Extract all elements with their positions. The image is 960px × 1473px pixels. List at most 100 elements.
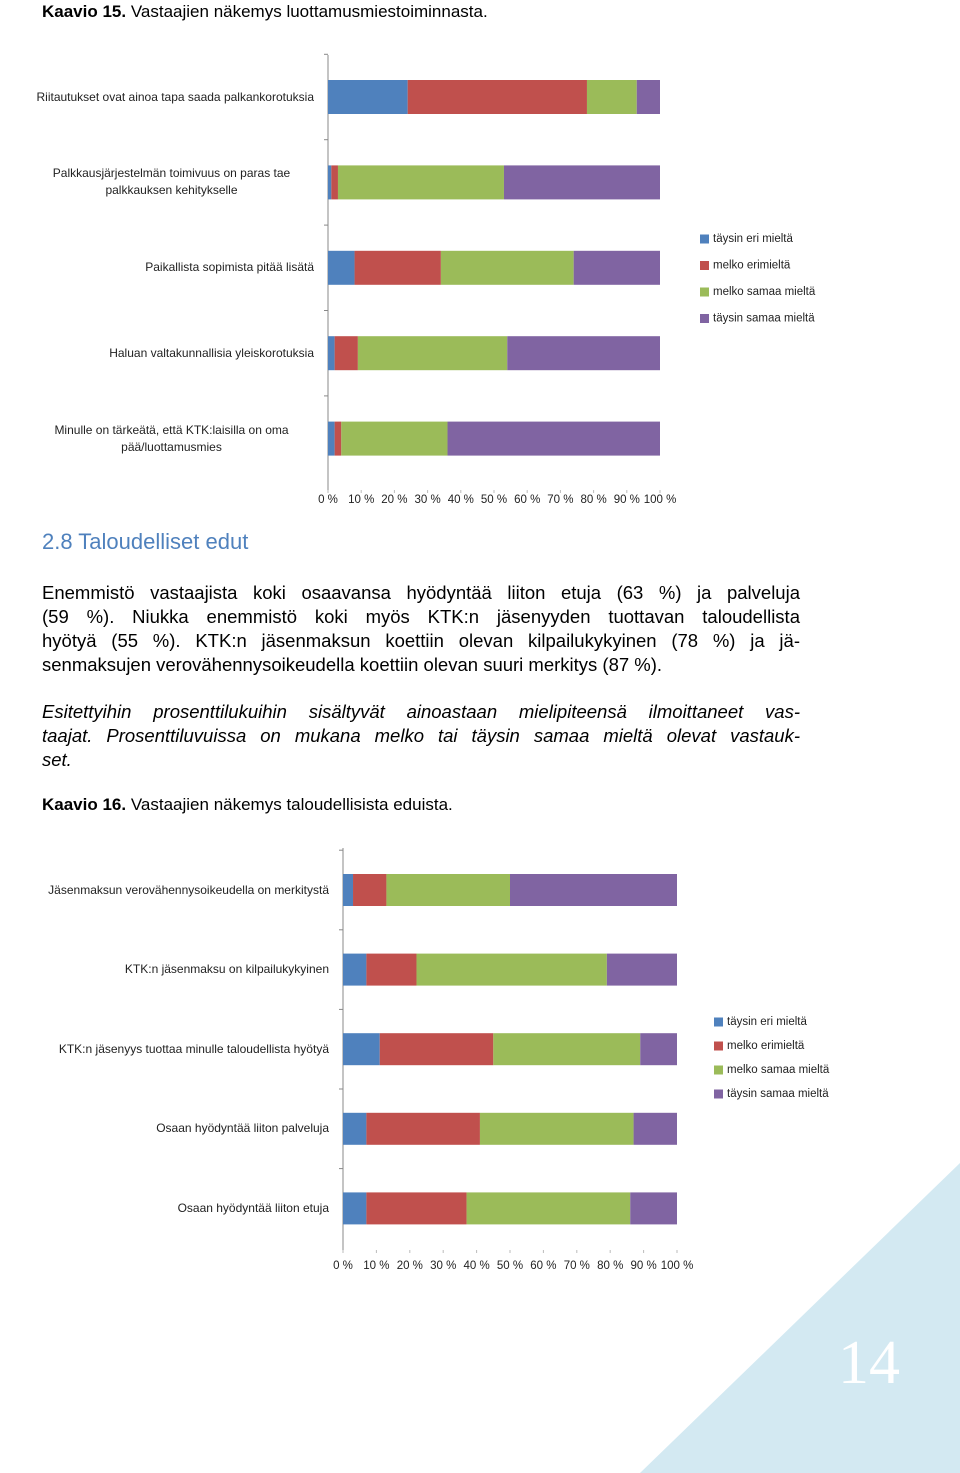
category-label: Palkkausjärjestelmän toimivuus on paras … xyxy=(52,166,291,198)
bar-segment xyxy=(407,80,587,114)
x-tick-label: 20 % xyxy=(381,494,407,506)
caption: Kaavio 15. Vastaajien näkemys luottamusm… xyxy=(42,1,488,23)
x-tick-label: 50 % xyxy=(481,494,507,506)
paragraph: Enemmistö vastaajista koki osaavansa hyö… xyxy=(42,581,800,677)
bar-segment xyxy=(343,1033,380,1066)
text-line: taajat. Prosenttiluvuissa on mukana melk… xyxy=(42,725,800,746)
category-label-text: Haluan valtakunnallisia yleiskorotuksia xyxy=(109,345,314,360)
bar-segment xyxy=(379,1033,494,1066)
x-tick-label: 20 % xyxy=(397,1260,423,1272)
caption-label: Kaavio 15. xyxy=(42,2,127,21)
text-line: Enemmistö vastaajista koki osaavansa hyö… xyxy=(42,582,800,603)
bar-segment xyxy=(640,1033,677,1066)
x-tick-label: 70 % xyxy=(547,494,573,506)
x-tick-label: 60 % xyxy=(514,494,540,506)
bar-segment xyxy=(606,953,677,986)
bar-segment xyxy=(630,1192,677,1225)
bar-segment xyxy=(440,250,574,285)
bar-segment xyxy=(353,874,387,906)
legend-swatch xyxy=(700,261,709,270)
x-tick-label: 10 % xyxy=(363,1260,389,1272)
x-tick-label: 80 % xyxy=(597,1260,623,1272)
caption: Kaavio 16. Vastaajien näkemys taloudelli… xyxy=(42,794,453,816)
section-heading: 2.8 Taloudelliset edut xyxy=(42,529,249,554)
category-label: Jäsenmaksun verovähennysoikeudella on me… xyxy=(48,882,329,897)
legend-swatch xyxy=(700,234,709,244)
legend-label: melko samaa mieltä xyxy=(713,286,816,298)
category-label: Osaan hyödyntää liiton etuja xyxy=(178,1201,329,1215)
bar-segment xyxy=(357,336,508,371)
corner-decoration xyxy=(640,1163,960,1473)
x-tick-label: 40 % xyxy=(463,1260,489,1272)
x-tick-label: 0 % xyxy=(333,1260,353,1272)
x-tick-label: 60 % xyxy=(530,1260,556,1272)
legend-label: täysin eri mieltä xyxy=(727,1016,807,1028)
bar-segment xyxy=(354,250,441,285)
bar-segment xyxy=(573,250,660,285)
text-line: Esitettyihin prosenttilukuihin sisältyvä… xyxy=(42,701,800,722)
legend-swatch xyxy=(714,1065,723,1075)
x-tick-label: 100 % xyxy=(661,1260,694,1272)
bar-segment xyxy=(507,336,660,371)
text-line: senmaksujen verovähennysoikeudella koett… xyxy=(42,654,663,675)
legend-swatch xyxy=(714,1089,723,1099)
legend-swatch xyxy=(714,1017,723,1027)
caption-label: Kaavio 16. xyxy=(42,795,127,814)
category-label: Haluan valtakunnallisia yleiskorotuksia xyxy=(109,345,314,360)
bar-segment xyxy=(334,336,358,371)
text-line: (59 %). Niukka enemmistö koki myös KTK:n… xyxy=(42,606,800,627)
bar-segment xyxy=(343,874,354,906)
bar-segment xyxy=(366,1192,467,1225)
bar-segment xyxy=(586,80,637,114)
legend-swatch xyxy=(700,314,709,323)
bar-segment xyxy=(334,421,342,456)
bar-segment xyxy=(447,421,660,456)
category-label: KTK:n jäsenmaksu on kilpailukykyinen xyxy=(125,962,329,976)
bar-segment xyxy=(328,250,355,285)
bar-segment xyxy=(366,953,417,986)
bar-segment xyxy=(493,1033,641,1066)
category-label-text: KTK:n jäsenyys tuottaa minulle taloudell… xyxy=(58,1041,329,1056)
x-tick-label: 90 % xyxy=(630,1260,656,1272)
chart: 0 % 10 % 20 % 30 % 40 % 50 % 60 % 70 % 80 % 90 % 1… xyxy=(48,848,830,1272)
category-label-text: Riitautukset ovat ainoa tapa saada palka… xyxy=(36,89,314,104)
legend-label: melko samaa mieltä xyxy=(727,1064,830,1076)
bar-segment xyxy=(341,421,448,456)
bar-segment xyxy=(466,1192,631,1225)
category-label-text: Jäsenmaksun verovähennysoikeudella on me… xyxy=(48,882,329,897)
bar-segment xyxy=(366,1112,480,1145)
legend-swatch xyxy=(714,1041,723,1051)
category-label: Paikallista sopimista pitää lisätä xyxy=(145,260,314,274)
category-label-text: Palkkausjärjestelmän toimivuus on paras … xyxy=(52,166,291,198)
bar-segment xyxy=(343,1112,367,1145)
bar-segment xyxy=(386,874,510,906)
x-tick-label: 0 % xyxy=(318,494,338,506)
bar-segment xyxy=(328,336,335,371)
bar-segment xyxy=(479,1112,634,1145)
bar-segment xyxy=(328,165,332,200)
category-label: Osaan hyödyntää liiton palveluja xyxy=(156,1121,329,1135)
x-tick-label: 70 % xyxy=(564,1260,590,1272)
x-tick-label: 80 % xyxy=(580,494,606,506)
x-tick-label: 30 % xyxy=(430,1260,456,1272)
x-tick-label: 90 % xyxy=(614,494,640,506)
bar-segment xyxy=(331,165,338,200)
bar-segment xyxy=(503,165,660,200)
bar-segment xyxy=(416,953,607,986)
page-number: 14 xyxy=(838,1329,900,1397)
x-tick-label: 10 % xyxy=(348,494,374,506)
legend-swatch xyxy=(700,287,709,297)
legend-label: melko erimieltä xyxy=(713,260,791,272)
text-line: hyötyä (55 %). KTK:n jäsenmaksun koettii… xyxy=(42,630,800,651)
x-tick-label: 100 % xyxy=(644,494,677,506)
bar-segment xyxy=(510,874,677,906)
legend-label: täysin samaa mieltä xyxy=(713,313,815,325)
x-tick-label: 30 % xyxy=(414,494,440,506)
paragraph: Esitettyihin prosenttilukuihin sisältyvä… xyxy=(42,700,800,772)
bar-segment xyxy=(343,953,367,986)
legend-label: täysin eri mieltä xyxy=(713,233,793,245)
bar-segment xyxy=(343,1192,367,1225)
chart: 0 % 10 % 20 % 30 % 40 % 50 % 60 % 70 % 80 % 90 % 1… xyxy=(36,53,816,506)
bar-segment xyxy=(633,1112,677,1145)
